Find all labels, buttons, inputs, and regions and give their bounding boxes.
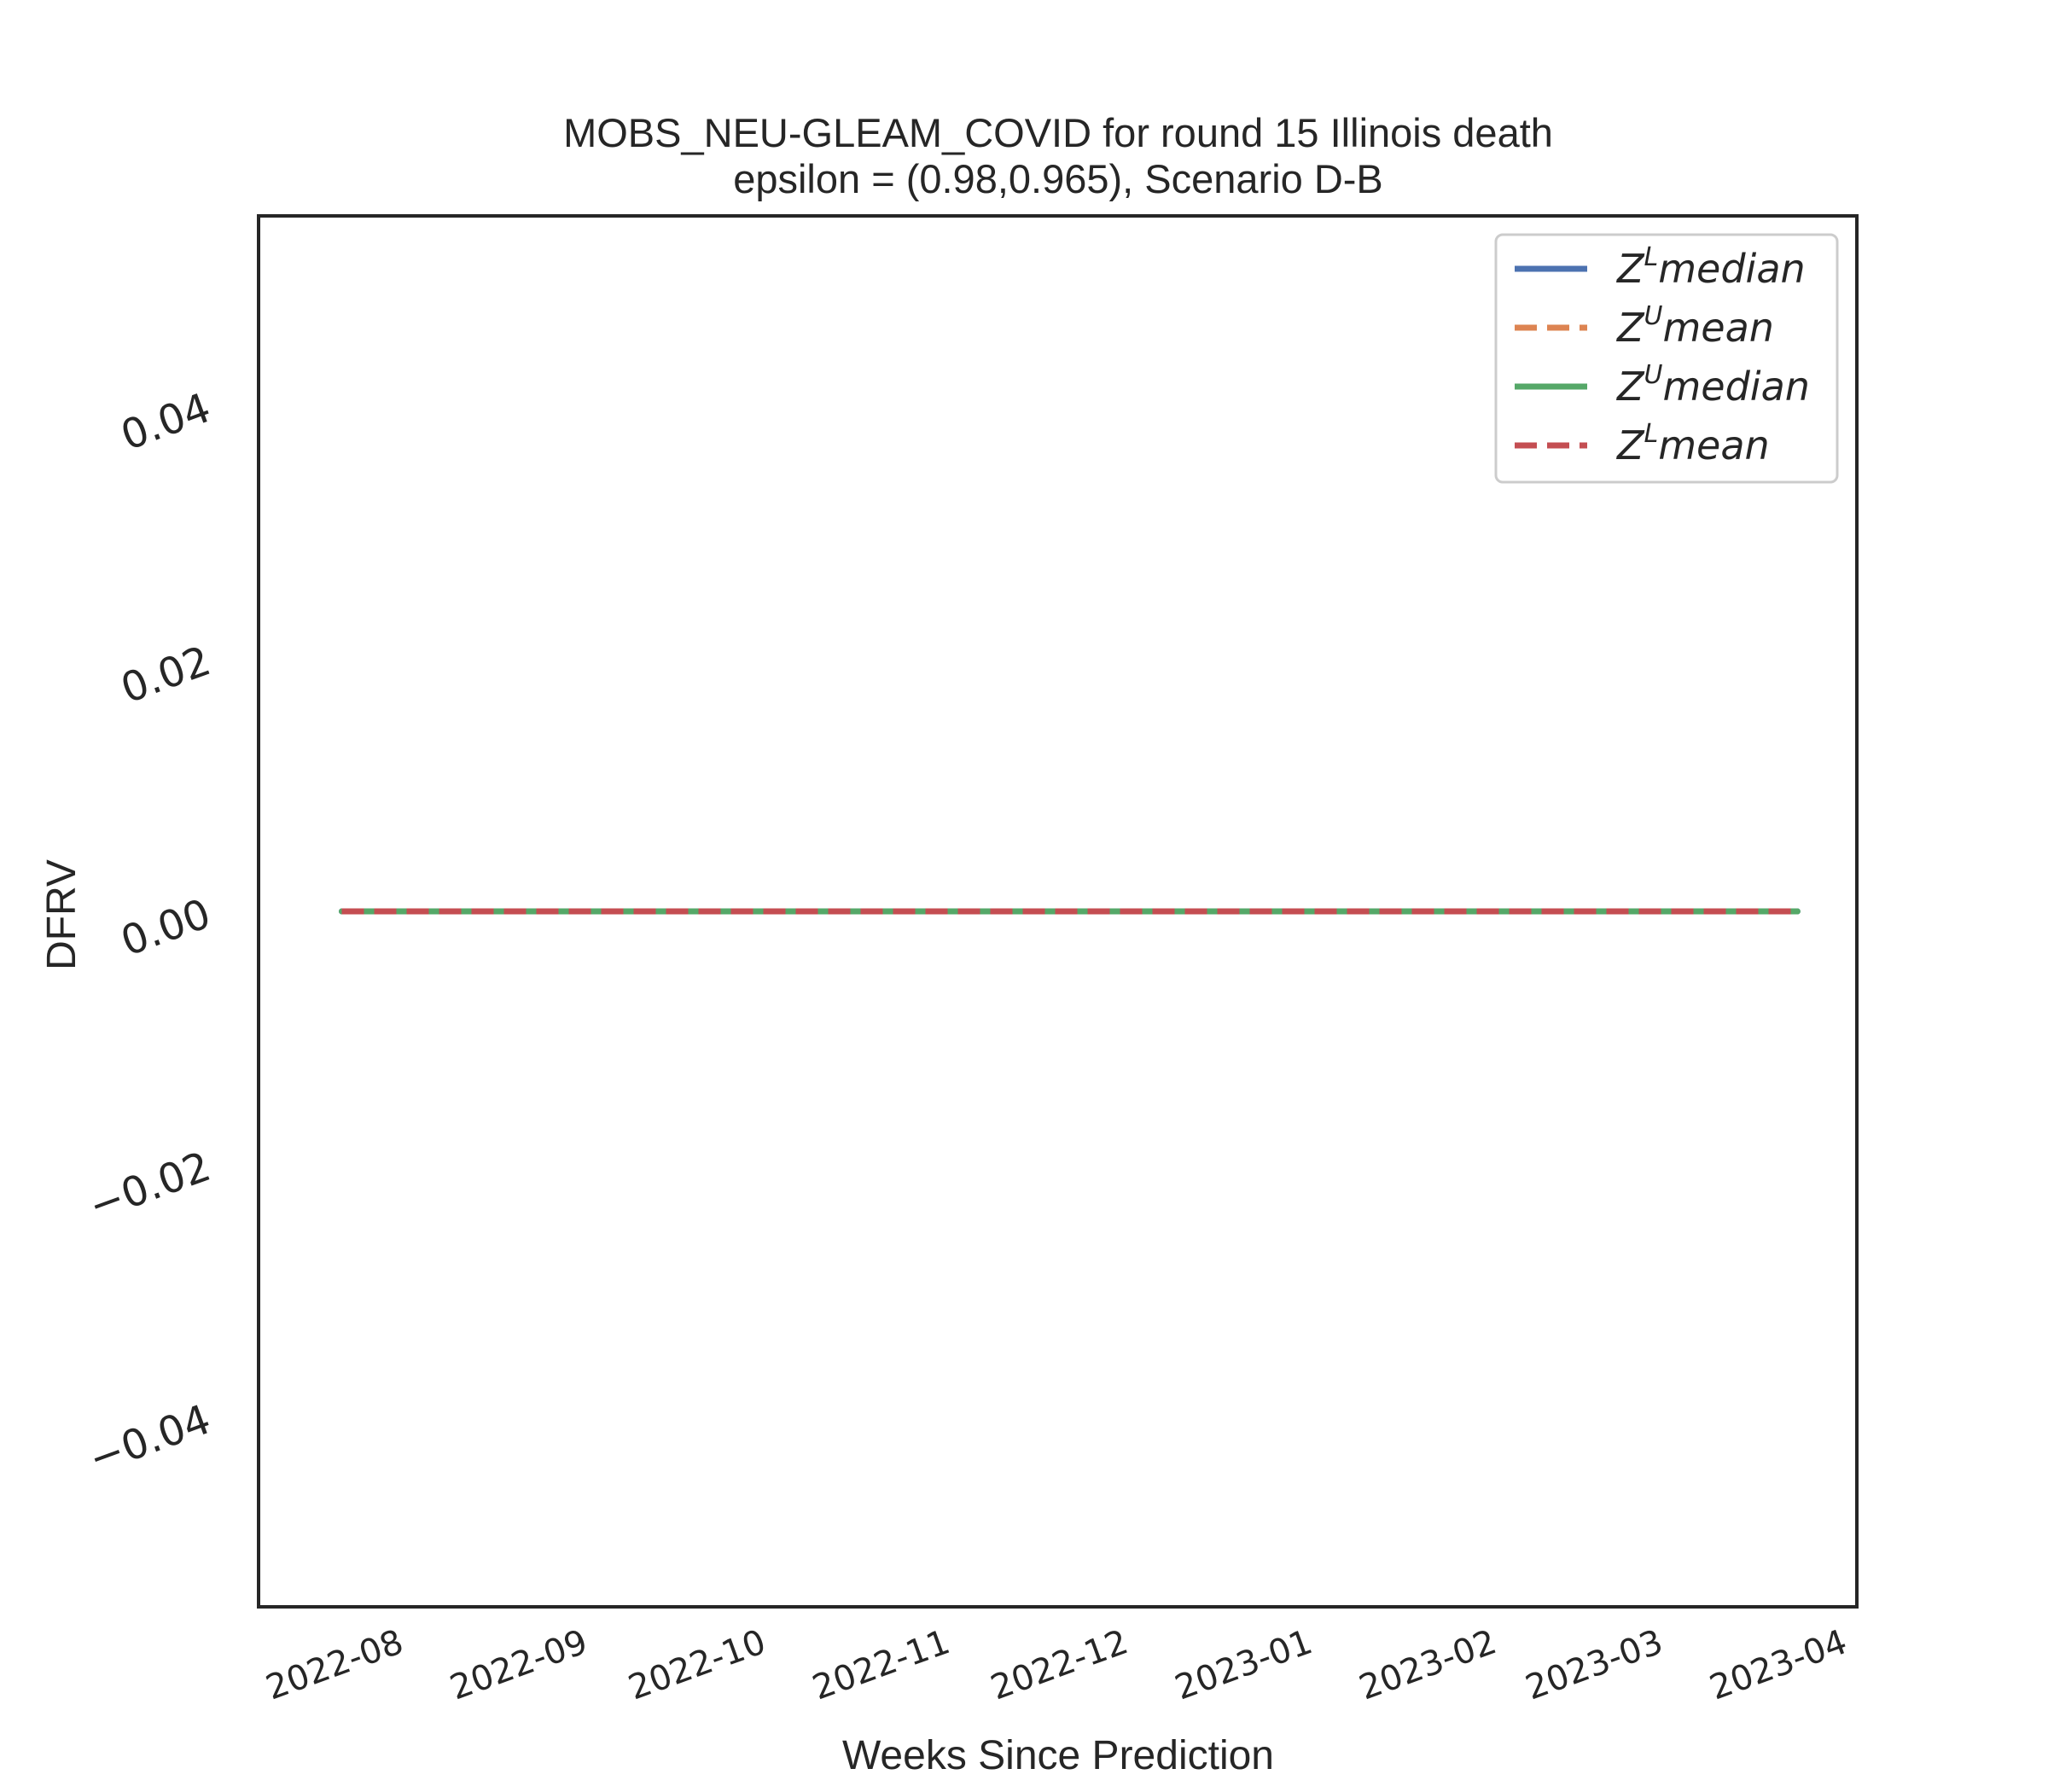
- x-axis-ticks: 2022-08 2022-09 2022-10 2022-11 2022-12 2023-…: [261, 1622, 1853, 1708]
- legend-box: [1494, 233, 1839, 484]
- x-tick-label: 2023-04: [1705, 1622, 1853, 1708]
- y-tick-label: 0.02: [115, 637, 218, 713]
- chart-subtitle: epsilon = (0.98,0.965), Scenario D-B: [733, 156, 1383, 201]
- x-tick-label: 2023-02: [1354, 1622, 1502, 1708]
- legend-label: ZUmedian: [1615, 360, 1810, 410]
- x-tick-label: 2022-09: [445, 1622, 593, 1708]
- x-tick-label: 2023-03: [1521, 1622, 1668, 1708]
- x-tick-label: 2022-08: [261, 1622, 409, 1708]
- x-tick-label: 2022-10: [624, 1622, 771, 1708]
- x-tick-label: 2022-11: [807, 1622, 955, 1708]
- x-tick-label: 2022-12: [986, 1622, 1133, 1708]
- y-tick-label: 0.04: [115, 384, 218, 460]
- y-tick-label: −0.04: [83, 1395, 217, 1483]
- y-tick-label: −0.02: [83, 1143, 217, 1231]
- legend-label: ZLmedian: [1615, 242, 1806, 292]
- y-axis-ticks: −0.04 −0.02 0.00 0.02 0.04: [83, 384, 217, 1483]
- x-tick-label: 2023-01: [1170, 1622, 1318, 1708]
- x-axis-label: Weeks Since Prediction: [842, 1733, 1274, 1778]
- legend-label: ZLmean: [1615, 419, 1770, 468]
- y-tick-label: 0.00: [115, 890, 218, 966]
- legend-label: ZUmean: [1615, 301, 1774, 351]
- y-axis-label: DFRV: [39, 859, 84, 970]
- legend: ZLmedian ZUmean ZUmedian ZLmean: [1494, 233, 1839, 484]
- chart-title: MOBS_NEU-GLEAM_COVID for round 15 Illino…: [563, 110, 1553, 155]
